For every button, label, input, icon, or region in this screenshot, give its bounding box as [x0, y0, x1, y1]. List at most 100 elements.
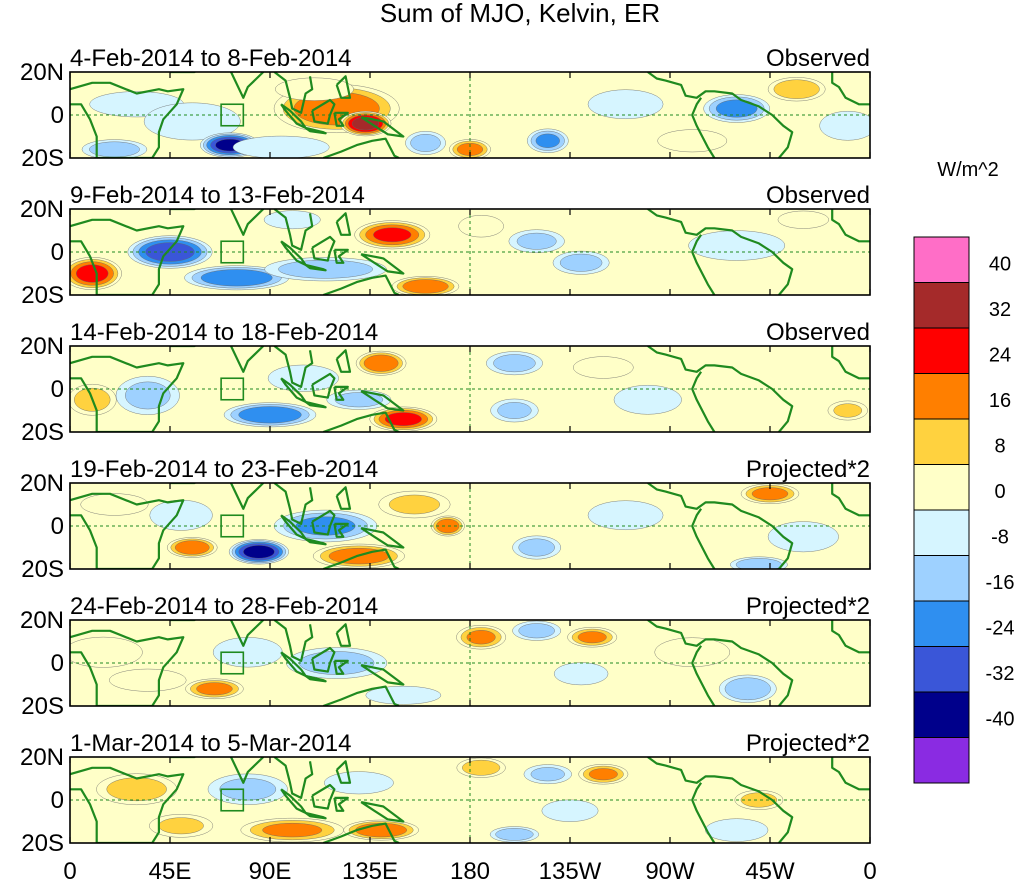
map-panel: 14-Feb-2014 to 18-Feb-2014 Observed 20N 0 20… — [20, 319, 871, 446]
panel-kind: Observed — [766, 45, 870, 72]
anomaly-contour — [497, 402, 532, 419]
y-tick-label: 20S — [21, 419, 64, 446]
anomaly-contour — [363, 354, 399, 372]
coastline — [273, 620, 314, 663]
anomaly-contour — [724, 677, 771, 701]
panel-period: 1-Mar-2014 to 5-Mar-2014 — [70, 730, 351, 757]
anomaly-contour — [553, 662, 609, 686]
anomaly-contour — [819, 111, 870, 141]
x-tick-label: 45E — [149, 858, 192, 885]
coastlines — [70, 72, 870, 158]
coastline — [831, 757, 870, 791]
anomaly-contour — [495, 828, 534, 841]
colorbar-level-label: 8 — [994, 436, 1005, 458]
anomaly-contour — [365, 685, 442, 705]
y-tick-label: 20S — [21, 282, 64, 309]
anomaly-contour — [767, 521, 839, 553]
anomaly-contour — [587, 89, 664, 119]
y-tick-label: 20S — [21, 145, 64, 172]
anomaly-contour — [587, 500, 664, 530]
reference-box — [220, 514, 245, 538]
coastline — [273, 757, 314, 800]
coastline — [304, 400, 327, 409]
coastline — [831, 72, 870, 106]
coastline — [322, 685, 400, 706]
anomaly-contour — [577, 631, 607, 644]
coastlines — [70, 757, 870, 843]
x-axis: 0 45E 90E 135E 180 135W 90W 45W 0 — [63, 858, 876, 885]
coastline — [333, 659, 349, 675]
y-tick-label: 0 — [51, 650, 64, 677]
anomaly-contour — [516, 232, 557, 250]
anomaly-contour — [462, 759, 501, 776]
anomaly-contour — [174, 540, 210, 555]
anomaly-contour — [458, 215, 504, 238]
coastline — [335, 75, 352, 99]
anomaly-field — [96, 757, 784, 843]
anomaly-contour — [559, 253, 603, 272]
anomaly-contour — [541, 799, 599, 822]
coastline — [831, 620, 870, 654]
colorbar-swatch — [913, 373, 970, 420]
coastline — [304, 263, 327, 272]
anomaly-contour — [106, 777, 167, 802]
colorbar-level-label: 40 — [989, 254, 1011, 276]
y-tick-label: 0 — [51, 376, 64, 403]
x-tick-label: 90E — [249, 858, 292, 885]
anomaly-contour — [143, 102, 241, 141]
coastline — [70, 629, 185, 706]
anomaly-contour — [410, 134, 441, 152]
reference-box — [220, 240, 245, 264]
anomaly-contour — [388, 494, 440, 515]
x-tick-label: 90W — [645, 858, 695, 885]
colorbar-swatch — [913, 600, 970, 647]
y-tick-label: 20N — [20, 470, 64, 497]
coastline — [831, 209, 870, 243]
coastline — [273, 346, 314, 388]
colorbar-swatch — [913, 646, 970, 693]
colorbar-units: W/m^2 — [937, 159, 999, 181]
coastline — [322, 137, 400, 158]
colorbar-swatch — [913, 691, 970, 738]
panel-kind: Observed — [766, 182, 870, 209]
colorbar-swatch — [913, 282, 970, 329]
anomaly-contour — [145, 242, 195, 262]
anomaly-contour — [654, 637, 730, 667]
colorbar-swatch — [913, 555, 970, 602]
coastline — [333, 111, 349, 127]
coastline — [304, 674, 327, 683]
coastline — [831, 483, 870, 517]
coastline — [70, 492, 185, 569]
coastline — [170, 620, 265, 647]
coastline — [691, 97, 716, 158]
anomaly-contour — [777, 210, 829, 229]
colorbar-swatch — [913, 464, 970, 511]
anomaly-contour — [518, 538, 555, 557]
coastline — [831, 346, 870, 380]
reference-box — [220, 651, 245, 675]
coastline — [273, 483, 314, 526]
coastline — [273, 209, 314, 251]
coastlines — [70, 209, 870, 295]
colorbar-swatch — [913, 737, 970, 784]
y-tick-label: 20S — [21, 556, 64, 583]
anomaly-contour — [109, 668, 187, 692]
y-tick-label: 20S — [21, 693, 64, 720]
coastline — [333, 796, 349, 812]
x-tick-label: 135W — [539, 858, 602, 885]
anomaly-contour — [588, 768, 618, 781]
anomaly-contour — [158, 817, 204, 835]
coastline — [304, 537, 327, 546]
anomaly-field — [70, 350, 868, 432]
colorbar-level-label: -8 — [991, 527, 1009, 549]
anomaly-contour — [466, 630, 496, 645]
map-panel: 19-Feb-2014 to 23-Feb-2014 Projected*2 20N… — [20, 456, 871, 583]
coastline — [360, 801, 405, 823]
colorbar-swatch — [913, 418, 970, 465]
coastline — [322, 411, 400, 432]
panel-kind: Projected*2 — [746, 593, 870, 620]
coastline — [360, 527, 405, 549]
x-tick-label: 0 — [863, 858, 876, 885]
coastline — [647, 209, 794, 295]
